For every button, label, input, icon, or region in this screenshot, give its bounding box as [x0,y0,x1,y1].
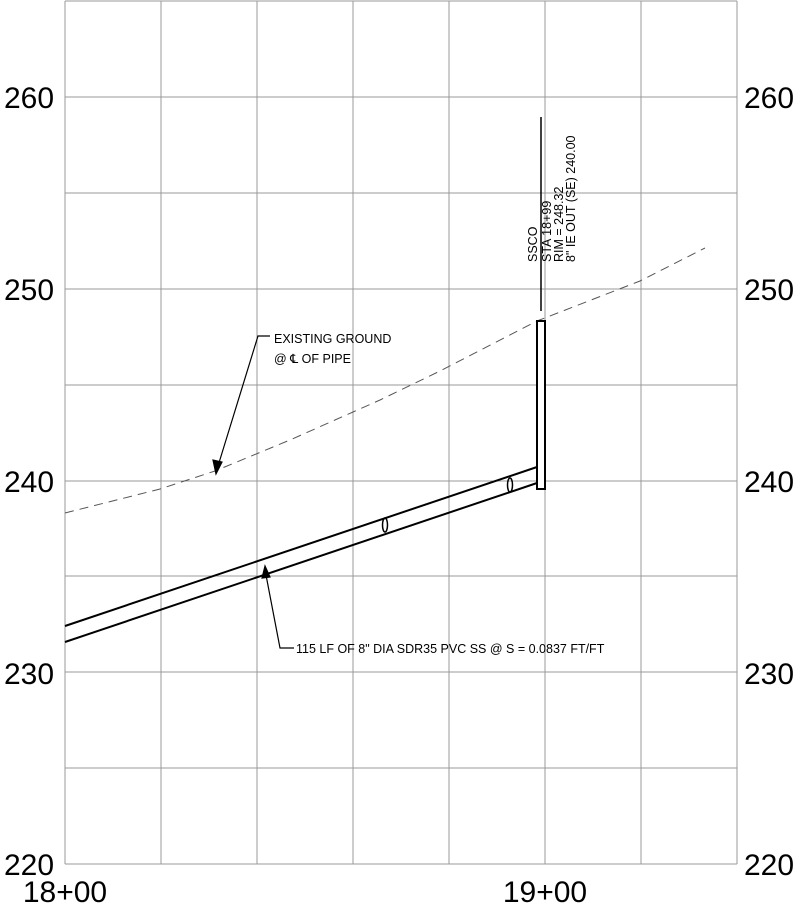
structure-name: SSCO [526,226,540,262]
elevation-label: 220 [744,849,794,882]
pipe-leader [261,564,294,649]
station-label: 18+00 [23,876,107,909]
elevation-label: 260 [744,82,794,115]
elevation-label: 230 [4,658,54,691]
elevation-label: 250 [744,274,794,307]
ground-note: @ ℄ OF PIPE [274,352,351,366]
structure-rim: RIM = 248.32 [552,187,566,262]
elevation-labels-right: 260 250 240 230 220 [744,82,794,882]
elevation-label: 220 [4,849,54,882]
grid [64,0,738,865]
elevation-label: 240 [744,466,794,499]
elevation-label: 240 [4,466,54,499]
elevation-label: 230 [744,658,794,691]
structure-station: STA 18+99 [540,201,554,262]
structure-invert: 8" IE OUT (SE) 240.00 [564,135,578,262]
ground-leader [212,335,270,476]
structure-labels: SSCO STA 18+99 RIM = 248.32 8" IE OUT (S… [526,135,578,262]
ground-note: EXISTING GROUND [274,332,391,346]
pipe-note: 115 LF OF 8" DIA SDR35 PVC SS @ S = 0.08… [296,642,605,656]
elevation-label: 250 [4,274,54,307]
cleanout [536,117,546,490]
elevation-label: 260 [4,82,54,115]
existing-ground [64,247,706,514]
pipe [64,466,538,643]
station-label: 19+00 [503,876,587,909]
elevation-labels-left: 260 250 240 230 220 [4,82,54,882]
